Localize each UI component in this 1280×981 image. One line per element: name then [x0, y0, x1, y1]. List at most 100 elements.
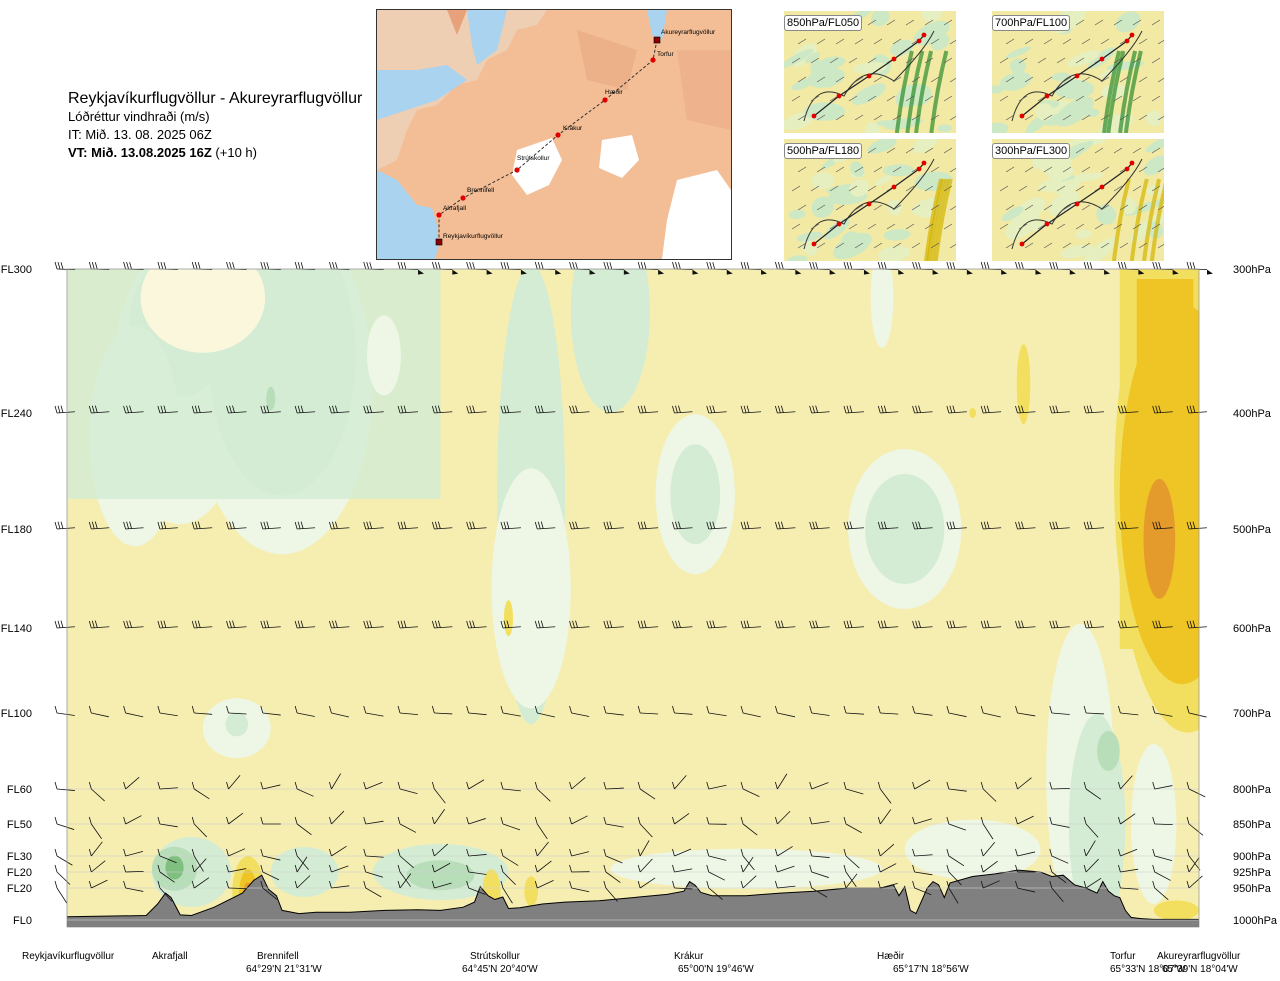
wind-barb-shaft [56, 268, 76, 271]
wind-barb-feather [706, 705, 710, 714]
wind-barb [637, 705, 659, 715]
wind-barb-shaft [365, 855, 384, 858]
mini-contour-patch [1009, 58, 1026, 74]
right-axis-label: 700hPa [1233, 708, 1272, 720]
wind-barb [226, 864, 247, 873]
wind-barb-feather [637, 405, 641, 414]
mini-wind-barb [816, 166, 826, 173]
wind-barb-feather [643, 620, 647, 628]
wind-barb-shaft [434, 527, 453, 530]
wind-barb [946, 705, 967, 718]
wind-barb-feather [640, 620, 644, 628]
wind-barb [569, 864, 590, 873]
wind-barb [740, 521, 762, 530]
mini-wind-barb [949, 243, 956, 249]
wind-barb-feather [777, 405, 781, 413]
wind-barb [1049, 848, 1069, 864]
mini-wind-barb [1113, 147, 1123, 154]
wind-barb-feather [1192, 262, 1196, 270]
mini-wind-barb [1043, 242, 1053, 249]
mini-coastline [803, 158, 935, 250]
wind-barb-feather [534, 620, 538, 629]
wind-barb-shaft [331, 712, 350, 718]
mini-wind-barb [1018, 185, 1028, 192]
wind-barb [1083, 816, 1099, 838]
wind-barb-shaft [639, 823, 653, 838]
wind-barb-feather [1118, 864, 1121, 873]
mini-strong-band [1149, 182, 1164, 261]
wind-barb-feather [160, 405, 164, 413]
wind-barb-shaft [91, 712, 109, 718]
mini-wind-barb [873, 242, 883, 249]
wind-barb-shaft [365, 411, 384, 414]
mini-route-point [916, 166, 922, 172]
wind-barb-feather [843, 261, 847, 270]
wind-barb [1152, 848, 1173, 862]
mini-wind-barb [949, 167, 956, 173]
wind-barb-feather [809, 705, 813, 714]
wind-barb-feather [1089, 405, 1093, 413]
mini-wind-barb [873, 38, 883, 45]
wind-barb [466, 405, 487, 414]
mini-wind-barb [873, 76, 883, 83]
mini-wind-barb [1100, 114, 1110, 121]
wind-barb-feather [260, 864, 264, 873]
wind-barb-shaft [708, 887, 723, 900]
wind-barb-feather [946, 705, 950, 714]
wind-barb-shaft [811, 782, 829, 790]
title-block: Reykjavíkurflugvöllur - Akureyrarflugvöl… [68, 90, 362, 162]
right-axis-label: 900hPa [1233, 851, 1272, 863]
wind-barb-feather [397, 880, 401, 889]
mini-wind-barb [924, 147, 934, 154]
mini-wind-barb [816, 242, 826, 249]
wind-barb [363, 405, 384, 414]
wind-barb [88, 879, 108, 889]
wind-barb-feather [363, 781, 367, 790]
wind-barb [603, 620, 624, 629]
wind-barb [1186, 781, 1206, 798]
terrain-silhouette [67, 869, 1199, 927]
wind-barb-feather [1123, 521, 1127, 529]
wind-barb-shaft [296, 875, 311, 889]
wind-barb-feather [366, 261, 370, 270]
wind-barb-feather [746, 262, 750, 270]
wind-barb [363, 880, 382, 898]
wind-barb-feather [263, 620, 267, 628]
route-map: Akureyrarflugvöllur Torfur Hæðir Krákur Strú… [376, 9, 732, 260]
mini-route-point [1044, 221, 1050, 227]
mini-contour-patch [1145, 139, 1164, 153]
wind-barb [946, 880, 959, 904]
wind-barb-feather [809, 864, 813, 873]
wind-barb [946, 405, 967, 414]
wind-barb [260, 816, 281, 825]
wind-barb-feather [534, 521, 538, 530]
right-axis-label: 600hPa [1233, 623, 1272, 635]
wind-barb-feather [91, 405, 95, 413]
mini-wind-barb [1024, 114, 1034, 121]
wind-barb-feather [880, 620, 884, 628]
mini-wind-barb [797, 38, 807, 45]
wind-barb [637, 405, 659, 414]
wind-barb [877, 880, 898, 889]
wind-barb-feather [297, 261, 301, 270]
wind-barb-shaft [811, 887, 828, 898]
mini-route-point [1124, 166, 1130, 172]
wind-barb-feather [123, 261, 126, 270]
wind-barb-feather [643, 405, 647, 413]
mini-contour-patch [992, 85, 1004, 94]
wind-barb-feather [980, 705, 984, 714]
wind-barb-feather [672, 816, 675, 825]
wind-barb-feather [534, 848, 538, 857]
wind-barb-feather [191, 864, 195, 873]
mini-wind-barb [930, 204, 940, 211]
wind-barb-feather [197, 620, 201, 628]
wind-barb-shaft [948, 871, 962, 886]
wind-barb [672, 848, 692, 857]
wind-barb-shaft [228, 812, 244, 825]
wind-barb-feather [712, 405, 716, 413]
descent-region [406, 860, 475, 891]
wind-barb [157, 880, 173, 902]
mini-wind-barb [1018, 223, 1028, 230]
mini-wind-barb [911, 114, 921, 121]
wind-barb-feather [1118, 848, 1121, 857]
